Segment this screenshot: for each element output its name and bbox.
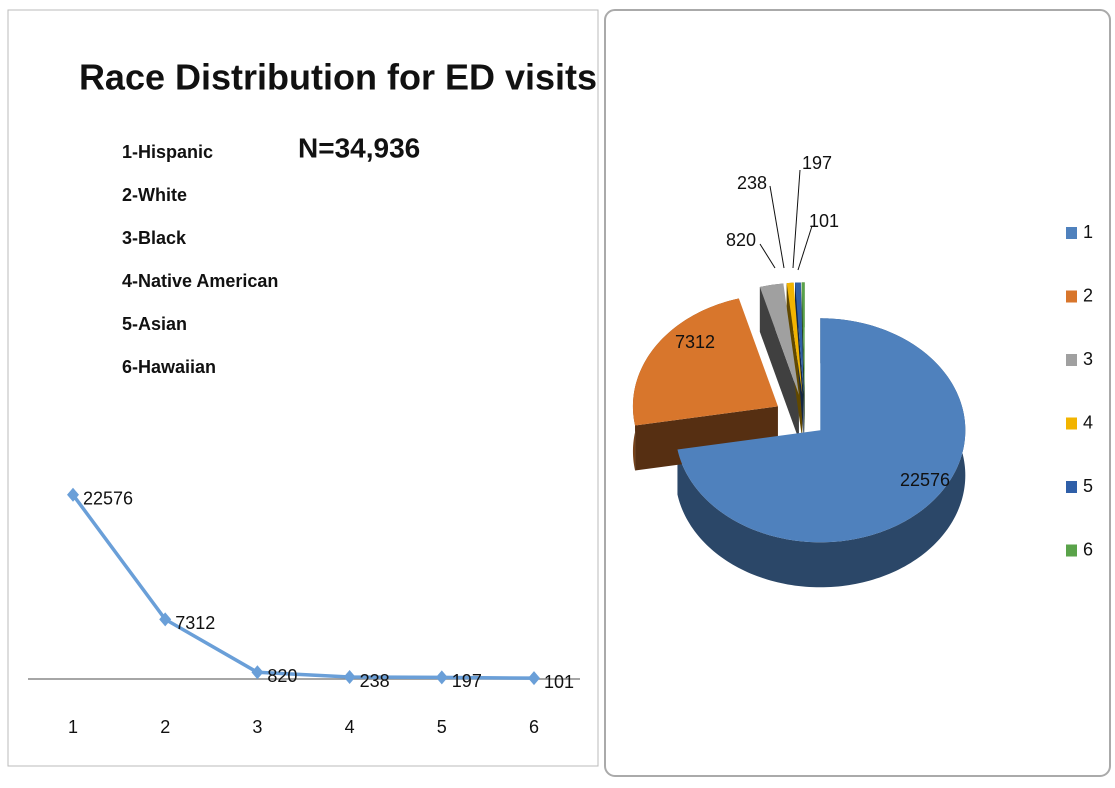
leader-line bbox=[769, 185, 785, 269]
annotation: 1-Hispanic bbox=[122, 142, 213, 162]
leader-line bbox=[792, 169, 801, 269]
data-label: 197 bbox=[802, 153, 832, 173]
data-label: 101 bbox=[544, 672, 574, 692]
pie-slice bbox=[632, 298, 778, 426]
data-label: 238 bbox=[360, 671, 390, 691]
data-label: 101 bbox=[809, 211, 839, 231]
leader-line bbox=[759, 243, 776, 269]
leader-line bbox=[797, 225, 813, 271]
subtitle: N=34,936 bbox=[298, 132, 420, 163]
marker bbox=[159, 612, 172, 627]
legend-label: 2 bbox=[1083, 285, 1093, 305]
x-tick-label: 1 bbox=[68, 717, 78, 737]
annotation: 2-White bbox=[122, 185, 187, 205]
marker bbox=[343, 670, 356, 685]
annotation: 3-Black bbox=[122, 228, 187, 248]
legend-swatch bbox=[1066, 290, 1077, 303]
legend-label: 3 bbox=[1083, 349, 1093, 369]
pie-slice bbox=[759, 283, 799, 395]
data-label: 22576 bbox=[83, 489, 133, 509]
legend-label: 1 bbox=[1083, 222, 1093, 242]
data-label: 197 bbox=[452, 671, 482, 691]
line bbox=[71, 493, 535, 680]
pie-slice bbox=[795, 282, 804, 395]
annotation: 5-Asian bbox=[122, 314, 187, 334]
x-tick-label: 2 bbox=[160, 717, 170, 737]
pie-slice bbox=[677, 318, 966, 543]
marker bbox=[67, 487, 79, 502]
left-panel bbox=[7, 9, 599, 767]
marker bbox=[528, 671, 540, 686]
x-tick-label: 5 bbox=[437, 717, 447, 737]
data-label: 820 bbox=[267, 666, 297, 686]
data-label: 820 bbox=[726, 230, 756, 250]
legend-label: 6 bbox=[1083, 539, 1093, 559]
annotation: 6-Hawaiian bbox=[122, 357, 216, 377]
pie-wall bbox=[759, 287, 799, 440]
pie-slice bbox=[786, 282, 803, 395]
legend-swatch bbox=[1066, 354, 1077, 366]
pie-wall bbox=[801, 282, 805, 440]
legend-swatch bbox=[1066, 544, 1077, 557]
data-label: 22576 bbox=[900, 470, 950, 490]
pie-wall bbox=[786, 283, 803, 440]
legend-swatch bbox=[1066, 227, 1077, 239]
pie-slice bbox=[801, 282, 805, 395]
x-tick-label: 3 bbox=[252, 717, 262, 737]
marker bbox=[251, 665, 264, 680]
legend-swatch bbox=[1066, 417, 1077, 430]
annotation: 4-Native American bbox=[122, 271, 278, 291]
data-label: 238 bbox=[737, 173, 767, 193]
chart-title: Race Distribution for ED visits bbox=[79, 57, 597, 98]
legend-swatch bbox=[1066, 481, 1077, 493]
x-tick-label: 6 bbox=[529, 717, 539, 737]
data-label: 7312 bbox=[675, 332, 715, 352]
marker bbox=[435, 670, 448, 685]
data-label: 7312 bbox=[175, 613, 215, 633]
legend-label: 4 bbox=[1083, 412, 1093, 432]
legend-label: 5 bbox=[1083, 476, 1093, 496]
x-tick-label: 4 bbox=[345, 717, 355, 737]
